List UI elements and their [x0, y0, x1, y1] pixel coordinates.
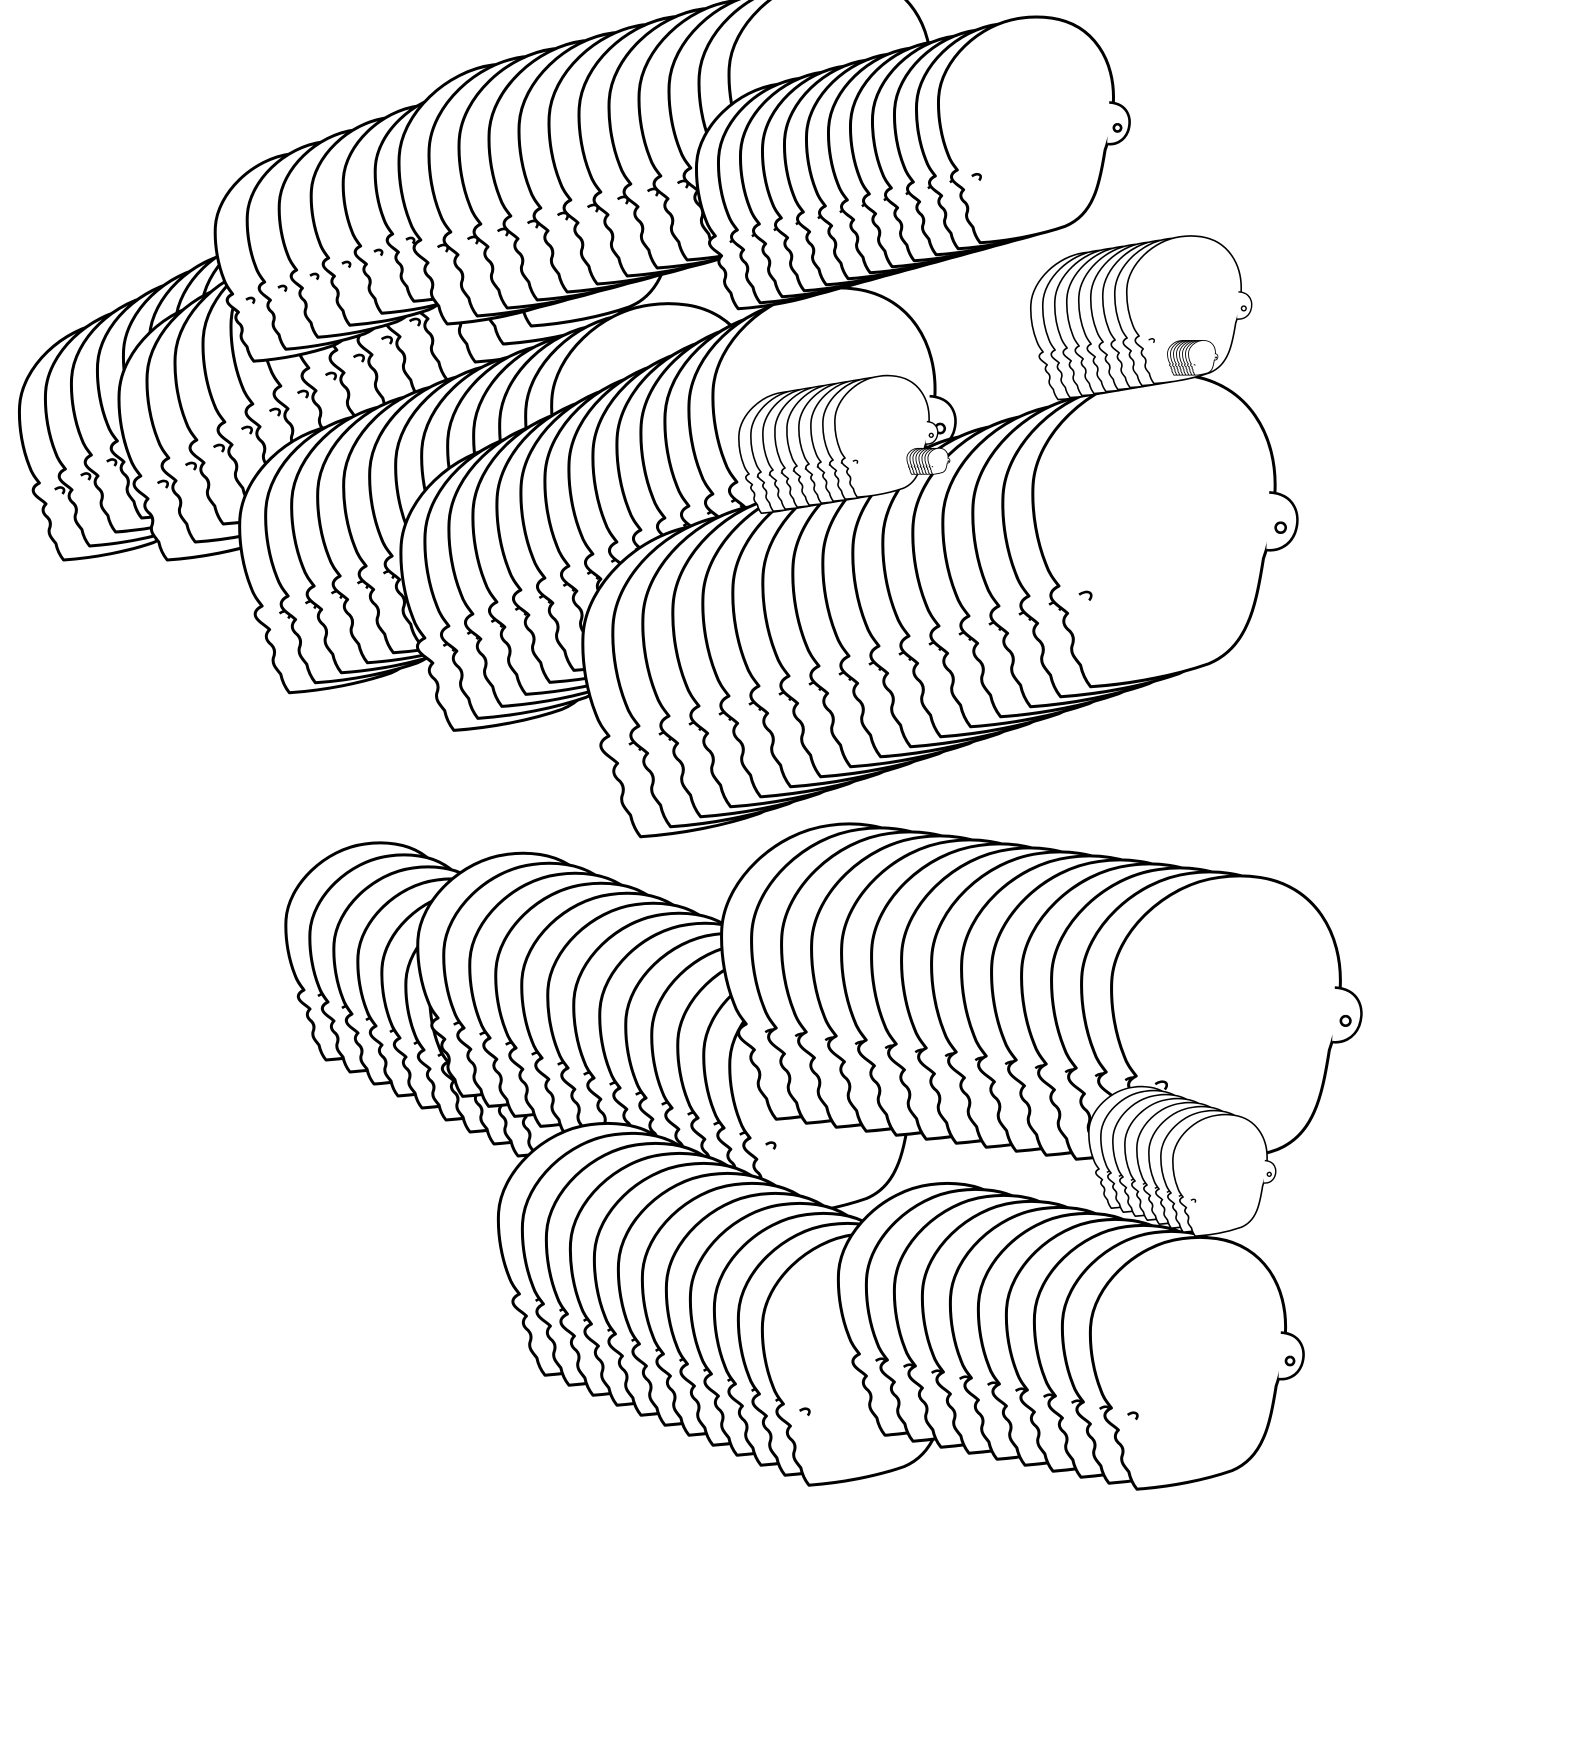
nostril-mark [1191, 1199, 1196, 1202]
ear-canal [1114, 124, 1121, 131]
ear-canal [929, 433, 933, 437]
head-outline [928, 448, 948, 474]
ear-canal [1276, 523, 1286, 533]
nostril-mark [1194, 365, 1195, 366]
nostril-mark [326, 373, 336, 380]
nostril-mark [158, 481, 168, 488]
ear-canal [936, 424, 945, 433]
nostril-mark [374, 250, 382, 256]
nostril-mark [932, 466, 933, 467]
nostril-mark [1079, 592, 1091, 600]
head-profile [1033, 374, 1298, 687]
ear-canal [1267, 1172, 1271, 1176]
nostril-mark [1128, 1413, 1138, 1420]
head-stack [838, 1183, 1303, 1489]
ear-canal [1341, 1016, 1351, 1026]
head-outline [1189, 340, 1216, 375]
nostril-mark [382, 337, 392, 344]
ear-canal [1241, 306, 1246, 311]
nostril-mark [354, 355, 364, 362]
nostril-mark [342, 262, 350, 268]
head-stack [583, 374, 1298, 837]
nostril-mark [270, 409, 280, 416]
ear-canal [1216, 357, 1217, 358]
nostril-mark [107, 460, 116, 466]
nostril-mark [214, 445, 224, 452]
head-profile [835, 376, 938, 498]
nostril-mark [55, 488, 64, 494]
head-outline [1033, 374, 1275, 687]
head-stack [1168, 340, 1218, 375]
head-stack [739, 376, 938, 514]
head-stack [722, 824, 1362, 1171]
ear-canal [1286, 1357, 1294, 1365]
nostril-mark [1149, 339, 1155, 343]
head-outline [1090, 1237, 1285, 1489]
head-profile [1189, 340, 1218, 375]
head-profile [928, 448, 950, 474]
nostril-mark [278, 286, 286, 292]
head-outline [1173, 1115, 1267, 1237]
ear-canal [948, 461, 949, 462]
head-outline [938, 17, 1113, 243]
nostril-mark [81, 474, 90, 480]
nostril-mark [853, 460, 858, 463]
nostril-mark [1155, 1082, 1166, 1090]
head-stack [1089, 1087, 1276, 1237]
nostril-mark [766, 1143, 775, 1150]
nostril-mark [406, 238, 414, 244]
nostril-mark [310, 274, 318, 280]
head-profile-stacks [19, 0, 1361, 1489]
nostril-mark [242, 427, 252, 434]
nostril-mark [186, 463, 196, 470]
head-profile [1173, 1115, 1276, 1237]
head-profile [938, 17, 1129, 243]
nostril-mark [246, 298, 254, 304]
head-profile [1090, 1237, 1303, 1489]
head-stack [907, 448, 950, 474]
nostril-mark [298, 391, 308, 398]
head-stack [696, 17, 1129, 309]
nostril-mark [410, 319, 420, 326]
nostril-mark [800, 1409, 810, 1416]
ear-outline [1266, 492, 1297, 550]
ear-outline [1332, 988, 1361, 1043]
nostril-mark [972, 174, 981, 180]
